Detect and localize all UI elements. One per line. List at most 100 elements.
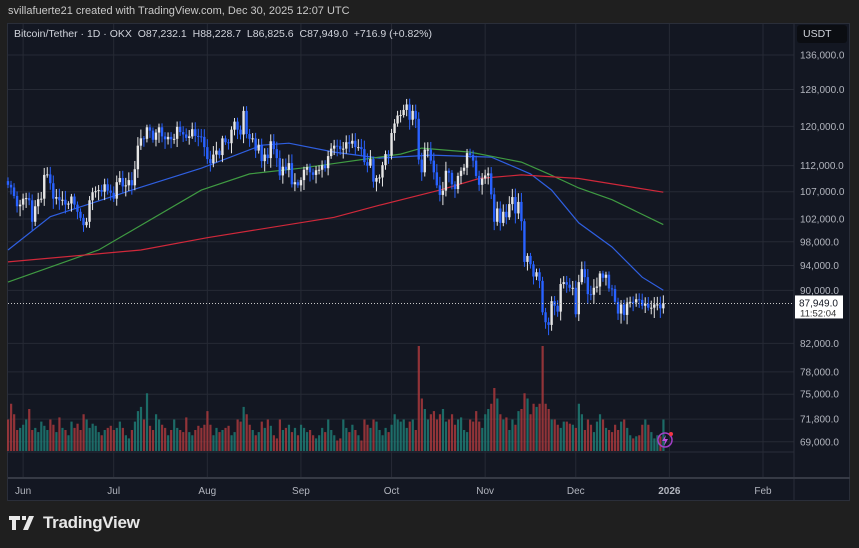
- candle-body: [6, 181, 10, 185]
- volume-bar: [215, 427, 218, 451]
- volume-bar: [251, 430, 254, 451]
- volume-bar: [499, 414, 502, 451]
- candle-body: [339, 146, 342, 150]
- volume-bar: [305, 432, 309, 451]
- candle-body: [438, 185, 442, 195]
- volume-bar: [284, 427, 288, 451]
- x-tick-label: Feb: [754, 486, 772, 497]
- volume-bar: [393, 414, 396, 451]
- volume-bar: [508, 430, 511, 451]
- volume-bar: [472, 421, 475, 451]
- candle-body: [112, 192, 115, 199]
- volume-bar: [55, 432, 58, 451]
- volume-bar: [185, 417, 188, 451]
- symbol-legend[interactable]: Bitcoin/Tether · 1D · OKX O87,232.1 H88,…: [14, 28, 432, 40]
- candle-body: [142, 138, 146, 140]
- candle-body: [514, 197, 517, 214]
- candle-body: [357, 147, 360, 149]
- volume-bar: [236, 419, 239, 451]
- candle-body: [547, 322, 550, 325]
- candle-body: [613, 289, 617, 302]
- y-tick-label: 128,000.0: [800, 85, 845, 96]
- volume-bar: [37, 432, 40, 451]
- candle-body: [447, 170, 451, 173]
- volume-bar: [656, 435, 659, 451]
- volume-bar: [245, 414, 248, 451]
- x-tick-label: Oct: [384, 486, 400, 497]
- volume-bar: [170, 430, 173, 451]
- candle-body: [230, 129, 233, 144]
- candle-body: [574, 287, 577, 315]
- volume-bar: [604, 427, 608, 451]
- volume-bar: [617, 430, 620, 451]
- candle-body: [544, 312, 547, 323]
- y-tick-label: 98,000.0: [800, 237, 839, 248]
- volume-bar: [25, 419, 28, 451]
- volume-bar: [414, 430, 417, 451]
- volume-bar: [453, 424, 457, 451]
- candle-body: [251, 138, 254, 140]
- candle-body: [323, 165, 327, 169]
- candle-body: [272, 141, 275, 150]
- candle-body: [215, 150, 218, 155]
- currency-button[interactable]: USDT: [797, 25, 847, 43]
- candle-body: [15, 195, 19, 207]
- volume-bar: [121, 427, 124, 451]
- candle-body: [260, 144, 263, 162]
- candle-body: [43, 174, 46, 199]
- candle-body: [269, 141, 272, 159]
- volume-bar: [535, 406, 538, 451]
- candle-body: [166, 136, 170, 140]
- candle-body: [616, 301, 620, 314]
- candle-body: [326, 156, 330, 169]
- candle-body: [332, 145, 336, 149]
- volume-bar: [550, 419, 553, 451]
- candle-body: [414, 110, 417, 119]
- candle-body: [559, 284, 562, 312]
- volume-bar: [420, 398, 423, 451]
- candle-body: [133, 169, 137, 186]
- candle-body: [121, 178, 124, 187]
- volume-bar: [589, 424, 593, 451]
- moving-average-line: [7, 147, 664, 283]
- candle-body: [46, 174, 49, 176]
- volume-bar: [390, 424, 393, 451]
- volume-bar: [233, 432, 236, 451]
- axes: 136,000.0 128,000.0 120,000.0 112,000.0 107,…: [8, 24, 850, 500]
- volume-bar: [629, 435, 632, 451]
- candle-body: [317, 169, 321, 171]
- candle-body: [505, 211, 508, 218]
- volume-bar: [293, 427, 297, 451]
- volume-bar: [194, 430, 197, 451]
- volume-bar: [109, 425, 112, 451]
- volume-bar: [369, 427, 372, 451]
- volume-bar: [447, 419, 451, 451]
- volume-bar: [487, 409, 490, 451]
- candle-body: [345, 142, 348, 149]
- candle-body: [453, 184, 457, 190]
- volume-bar: [49, 419, 52, 451]
- candle-body: [73, 196, 76, 205]
- volume-bar: [342, 419, 345, 451]
- candle-body: [9, 184, 13, 188]
- volume-bar: [22, 424, 25, 451]
- lightning-icon[interactable]: [657, 432, 673, 448]
- volume-bar: [13, 414, 16, 451]
- volume-bar: [478, 421, 481, 451]
- candles: [6, 98, 665, 336]
- candle-body: [656, 304, 659, 306]
- x-tick-label: Aug: [198, 486, 216, 497]
- candle-body: [197, 135, 200, 137]
- tradingview-logo[interactable]: TradingView: [9, 513, 140, 533]
- candle-body: [245, 110, 248, 134]
- volume-bar: [164, 427, 167, 451]
- volume-bar: [85, 419, 88, 451]
- candle-body: [227, 142, 230, 144]
- volume-bar: [336, 440, 339, 451]
- symbol-name[interactable]: Bitcoin/Tether · 1D · OKX: [14, 28, 132, 40]
- candle-body: [233, 121, 236, 130]
- volume-bar: [34, 427, 37, 451]
- volume-bar: [203, 424, 206, 451]
- candle-body: [351, 140, 354, 144]
